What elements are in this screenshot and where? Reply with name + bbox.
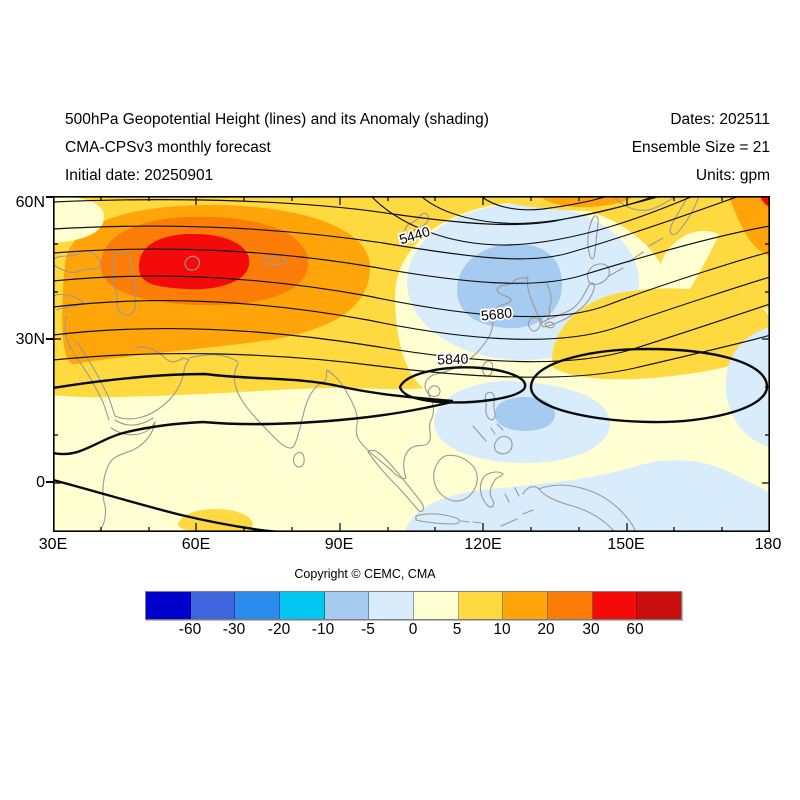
map-plot-area: 5440 5680 5840 [52, 193, 771, 535]
colorbar-tick-label: 30 [582, 621, 600, 638]
y-major-tick [46, 338, 53, 340]
x-tick-label-90e: 90E [324, 536, 354, 553]
colorbar-segment [592, 592, 638, 619]
height-contour-layer [52, 193, 771, 378]
colorbar-tick-label: -20 [267, 621, 291, 638]
colorbar-tick-label: -10 [311, 621, 335, 638]
colorbar-segment [190, 592, 236, 619]
coastline-layer [52, 195, 700, 533]
colorbar-tick-label: 60 [626, 621, 644, 638]
copyright-text: Copyright © CEMC, CMA [294, 567, 436, 581]
colorbar-tick-label: 10 [493, 621, 511, 638]
colorbar-segment [324, 592, 370, 619]
y-tick-label-60n: 60N [15, 194, 45, 211]
contour-label-5840: 5840 [437, 350, 469, 367]
chart-units: Units: gpm [695, 167, 770, 184]
axis-tick-layer [53, 196, 770, 532]
colorbar-tick-label: -60 [178, 621, 202, 638]
colorbar-tick-label: 0 [408, 621, 418, 638]
y-major-tick [46, 196, 53, 198]
x-tick-label-150e: 150E [607, 536, 645, 553]
x-tick-label-120e: 120E [464, 536, 502, 553]
map-svg: 5440 5680 5840 [52, 193, 771, 535]
colorbar-segment [414, 592, 459, 619]
colorbar [145, 591, 682, 620]
chart-initial-date: Initial date: 20250901 [65, 167, 214, 184]
colorbar-tick-label: -30 [222, 621, 246, 638]
colorbar-segment [458, 592, 504, 619]
x-tick-label-30e: 30E [38, 536, 68, 553]
colorbar-tick-label: 20 [537, 621, 555, 638]
colorbar-tick-label: 5 [452, 621, 462, 638]
colorbar-segment [235, 592, 281, 619]
contour-label-5680: 5680 [480, 304, 513, 323]
colorbar-segment [548, 592, 593, 619]
chart-ensemble-size: Ensemble Size = 21 [631, 139, 770, 156]
anomaly-shading-layer [53, 196, 770, 532]
colorbar-segment [503, 592, 549, 619]
map-frame [53, 196, 771, 532]
colorbar-tick-label: -5 [361, 621, 375, 638]
colorbar-segment [369, 592, 415, 619]
chart-model-line: CMA-CPSv3 monthly forecast [65, 139, 271, 156]
x-tick-label-60e: 60E [181, 536, 211, 553]
y-major-tick [46, 481, 53, 483]
x-tick-label-180: 180 [754, 536, 782, 553]
colorbar-segment [637, 592, 682, 619]
chart-valid-dates: Dates: 202511 [670, 111, 770, 128]
y-tick-label-30n: 30N [15, 331, 45, 348]
chart-title: 500hPa Geopotential Height (lines) and i… [65, 111, 489, 128]
colorbar-segment [280, 592, 325, 619]
colorbar-segment [146, 592, 191, 619]
y-tick-label-0: 0 [36, 474, 45, 491]
